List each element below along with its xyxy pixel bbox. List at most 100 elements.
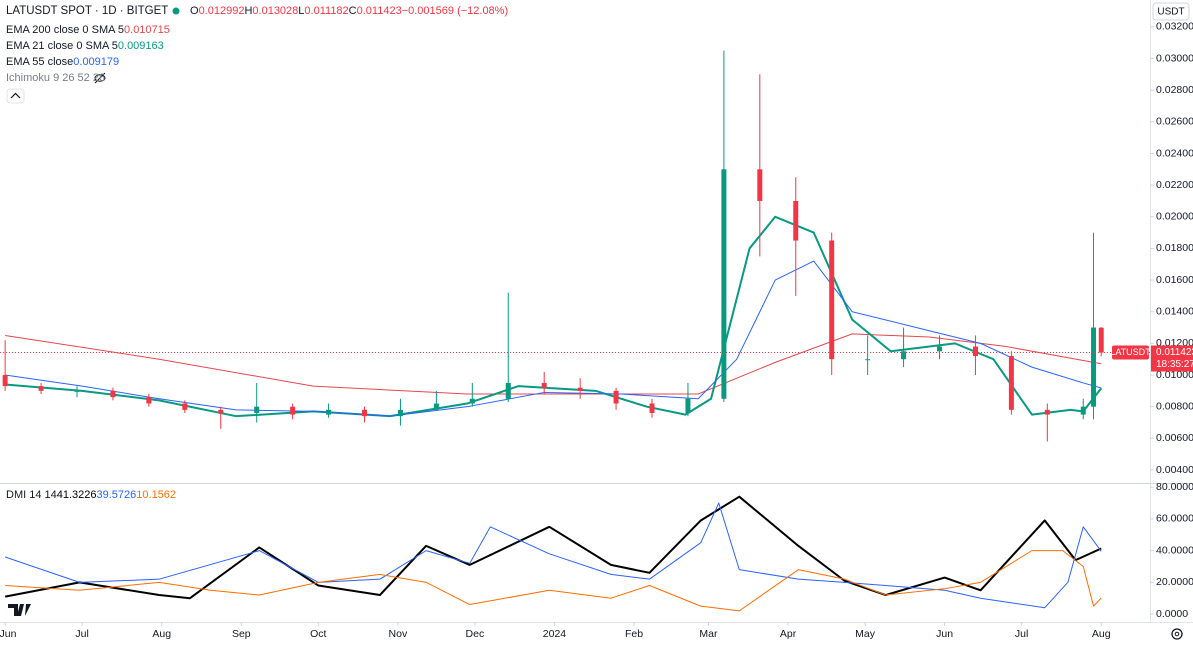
candle-body (290, 406, 296, 415)
candle-body (469, 398, 475, 404)
currency-label: USDT (1157, 7, 1184, 18)
x-tick-label: Jun (0, 628, 17, 640)
dmi-line (4, 495, 1102, 600)
tradingview-logo (8, 604, 31, 616)
candle-body (793, 200, 799, 241)
x-tick-label: Apr (780, 628, 797, 640)
settings-icon[interactable] (1171, 628, 1183, 640)
candle-body (541, 382, 547, 388)
candle-body (326, 409, 332, 415)
candle-body (505, 382, 511, 399)
y-tick-label: 0.032000 (1156, 21, 1193, 33)
x-tick-label: Dec (466, 628, 485, 640)
ohlc-value: 0.011182 (304, 5, 348, 17)
collapse-icon (10, 92, 21, 99)
ohlc-prefix: O (190, 5, 199, 17)
candle-body (1091, 327, 1097, 407)
ichimoku-legend: Ichimoku 9 26 52 26 (6, 72, 105, 84)
countdown-label: 18:35:27 (1156, 359, 1193, 370)
indicator-name: EMA 200 close 0 SMA 5 (6, 24, 124, 36)
candle-body (38, 386, 44, 391)
indicator-legend: EMA 200 close 0 SMA 50.010715 (6, 24, 170, 36)
symbol-label-box (1112, 345, 1149, 360)
last-price-label: 0.011423 (1156, 347, 1193, 358)
candle-body (937, 346, 943, 352)
y-tick-label: 0.0000 (1156, 608, 1188, 620)
y-tick-label: 40.0000 (1156, 544, 1193, 556)
ema-line (5, 333, 1102, 395)
ohlc-value: 0.012992 (199, 5, 245, 17)
indicator-name: EMA 21 close 0 SMA 5 (6, 40, 118, 52)
currency-button-frame (1152, 2, 1190, 21)
ohlc-prefix: C (349, 5, 357, 17)
dmi-value: 10.1562 (136, 489, 176, 501)
x-tick-label: Aug (1092, 628, 1111, 640)
dmi-legend: DMI 14 1441.322639.572610.1562 (6, 489, 176, 501)
dmi-line (4, 502, 1102, 609)
x-tick-label: Jun (936, 628, 953, 640)
candle-body (2, 375, 8, 387)
candle-body (685, 398, 691, 414)
candle-body (397, 409, 403, 417)
candle-body (613, 390, 619, 404)
dmi-value: 41.3226 (57, 489, 97, 501)
candle-body (254, 406, 260, 414)
x-tick-label: Nov (389, 628, 408, 640)
x-tick-label: Aug (152, 628, 171, 640)
x-tick-label: 2024 (543, 628, 567, 640)
ohlc-value: 0.013028 (252, 5, 298, 17)
indicator-legend: EMA 21 close 0 SMA 50.009163 (6, 40, 164, 52)
candle-body (1044, 409, 1050, 415)
x-tick-label: Jul (1015, 628, 1028, 640)
collapse-legend-button[interactable] (6, 88, 25, 104)
indicator-value: 0.010715 (124, 24, 170, 36)
candle-body (433, 403, 439, 410)
candle-body (649, 403, 655, 414)
dmi-title: DMI 14 14 (6, 489, 57, 501)
market-status-dot (172, 7, 180, 15)
x-tick-label: Oct (310, 628, 326, 640)
candle-body (865, 359, 871, 361)
candle-body (901, 351, 907, 360)
candle-body (972, 346, 978, 357)
candle-body (362, 409, 368, 417)
axes: 0.0040000.0060000.0080000.0100000.012000… (0, 21, 1193, 640)
candle-body (218, 409, 224, 414)
candle-body (110, 390, 116, 398)
symbol-title-line: LATUSDT SPOT · 1D · BITGET (6, 5, 168, 17)
change-value: −0.001569 (−12.08%) (402, 5, 508, 17)
candle-body (1080, 406, 1086, 415)
indicator-name: EMA 55 close (6, 56, 73, 68)
ema-line (5, 260, 1102, 417)
candle-body (721, 169, 727, 399)
symbol-title: LATUSDT SPOT · 1D · BITGET (6, 5, 168, 17)
candle-body (829, 240, 835, 360)
currency-button[interactable]: USDT (1152, 2, 1190, 21)
indicator-value: 0.009179 (73, 56, 119, 68)
x-tick-label: Sep (232, 628, 251, 640)
legend: LATUSDT SPOT · 1D · BITGET O0.012992H0.01… (6, 5, 508, 501)
ohlc-prefix: H (244, 5, 252, 17)
y-tick-label: 20.0000 (1156, 576, 1193, 588)
x-tick-label: Feb (625, 628, 643, 640)
candle-body (757, 169, 763, 201)
last-price-box (1151, 345, 1193, 372)
x-tick-label: Jul (75, 628, 88, 640)
indicator-legend: EMA 55 close0.009179 (6, 56, 119, 68)
visibility-icon[interactable] (94, 72, 106, 84)
price-pane (0, 50, 1150, 442)
dmi-pane (4, 495, 1102, 612)
